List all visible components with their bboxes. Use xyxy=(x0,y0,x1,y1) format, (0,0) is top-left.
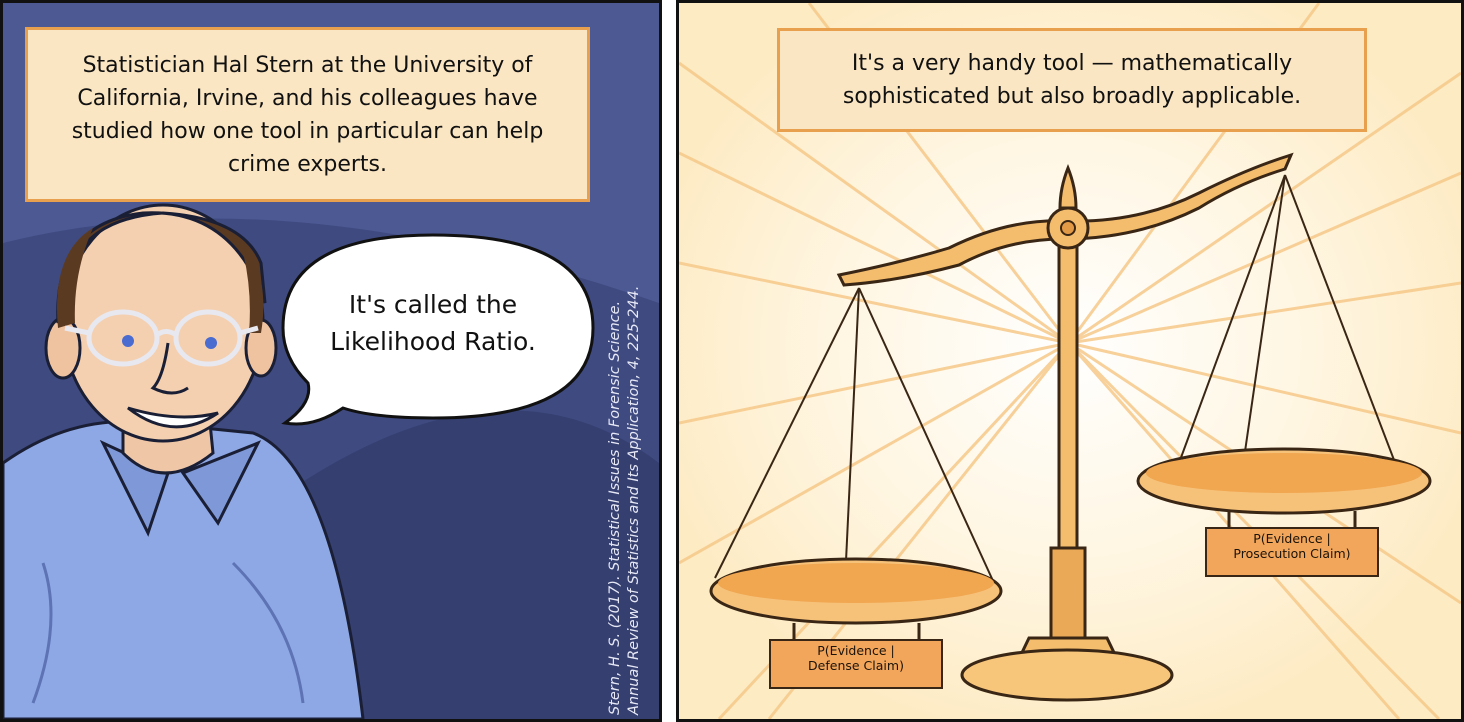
scale-base xyxy=(960,648,1174,702)
citation-line-1: Stern, H. S. (2017). Statistical Issues … xyxy=(607,300,623,715)
right-comic-panel: It's a very handy tool — mathematically … xyxy=(676,0,1464,722)
citation-line-2: Annual Review of Statistics and Its Appl… xyxy=(626,285,642,715)
defense-claim-label: P(Evidence | Defense Claim) xyxy=(769,639,943,689)
right-scale-pan xyxy=(1178,174,1400,494)
shirt xyxy=(3,419,365,719)
label-line-2: Prosecution Claim) xyxy=(1233,546,1351,561)
glasses xyxy=(64,309,259,367)
narration-caption: It's a very handy tool — mathematically … xyxy=(777,28,1367,132)
label-line-2: Defense Claim) xyxy=(808,658,904,673)
label-line-1: P(Evidence | xyxy=(1253,531,1331,546)
left-comic-panel: Statistician Hal Stern at the University… xyxy=(0,0,662,722)
narration-caption: Statistician Hal Stern at the University… xyxy=(25,27,590,202)
caption-text: It's a very handy tool — mathematically … xyxy=(842,51,1302,109)
label-line-1: P(Evidence | xyxy=(817,643,895,658)
caption-text: Statistician Hal Stern at the University… xyxy=(71,52,544,177)
speech-bubble-text: It's called the Likelihood Ratio. xyxy=(330,290,536,356)
speech-bubble xyxy=(281,233,595,426)
scale-beam xyxy=(836,152,1294,287)
left-scale-pan xyxy=(714,287,995,604)
prosecution-claim-label: P(Evidence | Prosecution Claim) xyxy=(1205,527,1379,577)
citation: Stern, H. S. (2017). Statistical Issues … xyxy=(606,105,644,715)
